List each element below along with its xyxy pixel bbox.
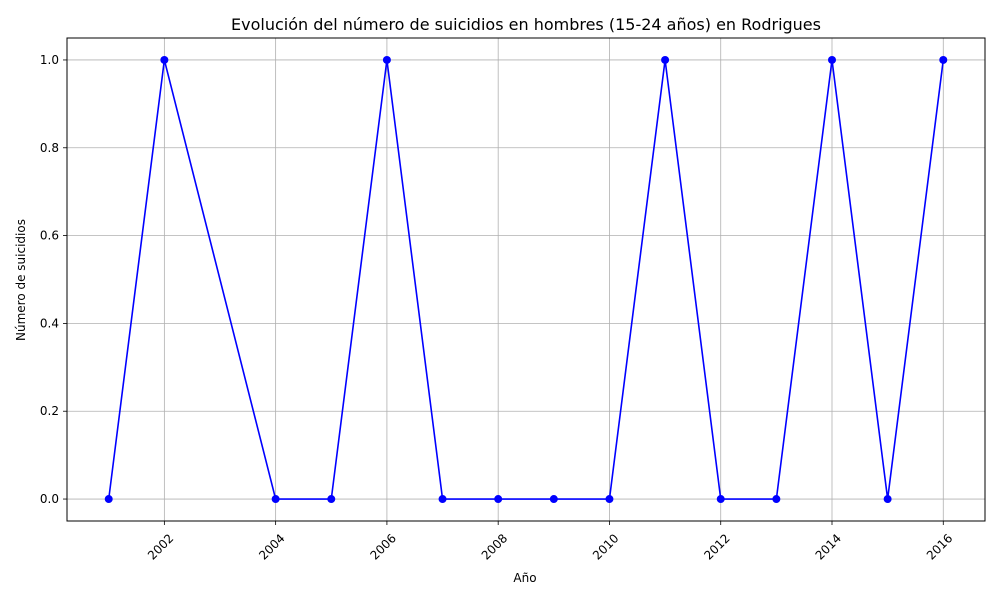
x-tick-label: 2006 <box>367 531 398 562</box>
data-point <box>716 495 725 504</box>
series-layer <box>104 55 948 504</box>
data-point <box>939 55 948 64</box>
plot-area <box>66 37 986 522</box>
data-point <box>661 55 670 64</box>
y-tick-label: 0.8 <box>40 141 59 155</box>
y-tick-label: 1.0 <box>40 53 59 67</box>
y-axis: 0.0 0.2 0.4 0.6 0.8 1.0 <box>40 53 67 506</box>
y-tick-label: 0.2 <box>40 404 59 418</box>
data-point <box>271 495 280 504</box>
data-point <box>494 495 503 504</box>
data-point <box>549 495 558 504</box>
data-point <box>327 495 336 504</box>
x-tick-label: 2002 <box>145 531 176 562</box>
y-tick-label: 0.4 <box>40 316 59 330</box>
x-axis-label: Año <box>513 571 536 585</box>
x-tick-label: 2008 <box>479 531 510 562</box>
y-axis-label: Número de suicidios <box>14 219 28 341</box>
x-tick-label: 2004 <box>256 531 287 562</box>
x-tick-label: 2010 <box>590 531 621 562</box>
x-tick-label: 2016 <box>924 531 955 562</box>
data-point <box>104 495 113 504</box>
chart-title: Evolución del número de suicidios en hom… <box>231 15 821 34</box>
series-line <box>107 59 945 500</box>
x-axis: 2002 2004 2006 2008 2010 2012 2014 2016 <box>145 521 955 563</box>
data-point <box>772 495 781 504</box>
data-point <box>883 495 892 504</box>
data-point <box>160 55 169 64</box>
data-point <box>382 55 391 64</box>
y-tick-label: 0.6 <box>40 229 59 243</box>
data-point <box>828 55 836 64</box>
data-point <box>605 495 614 504</box>
data-point <box>438 495 447 504</box>
x-tick-label: 2012 <box>701 531 732 562</box>
y-tick-label: 0.0 <box>40 492 59 506</box>
x-tick-label: 2014 <box>813 531 844 562</box>
grid <box>67 38 985 521</box>
